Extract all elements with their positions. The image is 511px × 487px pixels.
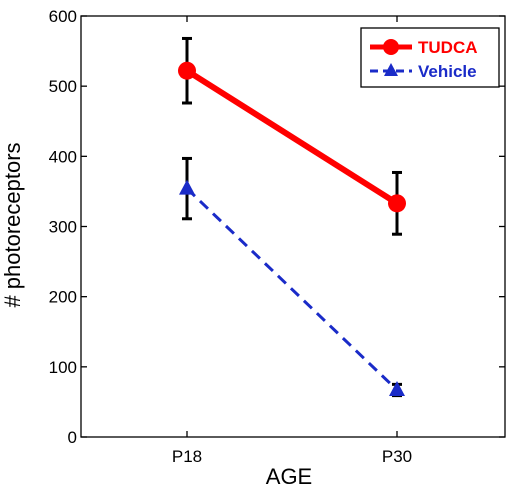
x-tick-label: P18 [172, 447, 202, 466]
tudca-series-line [185, 68, 399, 206]
legend-box [360, 27, 500, 88]
vehicle-point [389, 380, 405, 396]
tudca-point [178, 61, 196, 80]
y-tick-label: 400 [49, 147, 77, 166]
y-tick-label: 600 [49, 7, 77, 26]
vehicle-legend-label: Vehicle [418, 62, 477, 81]
vehicle-series-line [185, 187, 399, 392]
x-axis-label: AGE [266, 464, 312, 487]
x-tick-label: P30 [382, 447, 412, 466]
tudca-point [388, 194, 406, 213]
y-tick-label: 300 [49, 218, 77, 237]
y-tick-label: 100 [49, 358, 77, 377]
vehicle-point [179, 179, 195, 195]
y-tick-label: 500 [49, 77, 77, 96]
y-axis-label: # photoreceptors [0, 142, 25, 307]
y-tick-label: 200 [49, 288, 77, 307]
y-tick-label: 0 [68, 428, 77, 447]
tudca-legend-label: TUDCA [418, 38, 478, 57]
vehicle-legend-marker [384, 63, 398, 76]
tudca-legend-marker [383, 39, 399, 55]
